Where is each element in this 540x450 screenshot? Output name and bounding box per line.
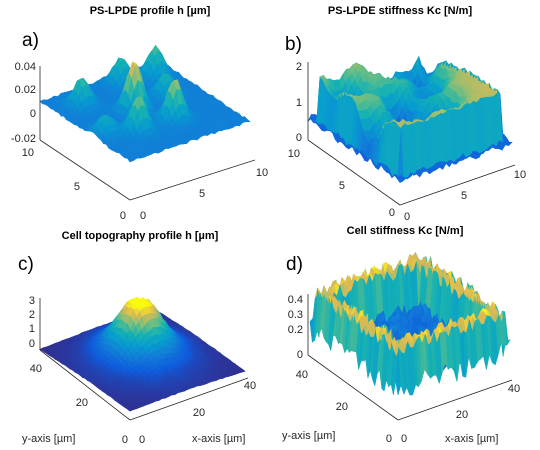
- panel-a-y-tick: 0: [120, 210, 126, 222]
- panel-a-x-tick: 5: [199, 188, 205, 200]
- panel-a-z-tick: 0.04: [15, 61, 36, 73]
- panel-c-x-tick: 40: [244, 380, 256, 392]
- panel-c-z-tick: 1: [29, 323, 35, 335]
- panel-c-y-tick: 0: [122, 434, 128, 446]
- panel-c-surface-cell: [238, 368, 246, 373]
- panel-a-z-tick: 0.02: [15, 84, 36, 96]
- panel-a-letter: a): [22, 30, 39, 51]
- panel-c-y-tick: 20: [76, 397, 88, 409]
- panel-a-x-tick: 10: [256, 167, 268, 179]
- panel-c-y-tick: 40: [30, 363, 42, 375]
- panel-b-surface-cell: [505, 141, 513, 146]
- panel-d-letter: d): [286, 254, 303, 275]
- panel-a-z-tick: -0.02: [11, 133, 36, 145]
- panel-b-title: PS-LPDE stiffness Kc [N/m]: [328, 5, 473, 17]
- panel-b: PS-LPDE stiffness Kc [N/m] b) 2 1 0 10 5…: [285, 5, 526, 223]
- panel-a-z-tick: 0: [30, 108, 36, 120]
- panel-a-y-tick: 10: [22, 147, 34, 159]
- panel-a-surface-cell: [242, 119, 251, 123]
- panel-a-y-axis: [39, 139, 131, 201]
- panel-b-y-tick: 0: [389, 207, 395, 219]
- panel-d-surface: [309, 251, 511, 396]
- panel-c-x-axis: [129, 377, 249, 421]
- panel-a-y-tick: 5: [74, 181, 80, 193]
- panel-b-z-tick: 2: [296, 61, 302, 73]
- panel-c-z-tick: 3: [29, 295, 35, 307]
- panel-b-x-axis: [399, 164, 516, 206]
- panel-d-title: Cell stiffness Kc [N/m]: [347, 225, 464, 237]
- panel-c-y-axis: [39, 349, 131, 421]
- panel-c-z-tick: 2: [29, 309, 35, 321]
- panel-b-x-tick: 10: [514, 169, 526, 181]
- panel-c-x-tick: 20: [193, 407, 205, 419]
- panel-a-x-tick: 0: [140, 210, 146, 222]
- panel-d: Cell stiffness Kc [N/m] d) 0.4 0.3 0.2 0…: [282, 225, 520, 445]
- panel-b-y-axis: [307, 139, 401, 206]
- panel-c: Cell topography profile h [µm] c) 3 2 1 …: [18, 230, 256, 446]
- panel-c-x-tick: 0: [139, 434, 145, 446]
- panel-b-letter: b): [285, 34, 302, 55]
- panel-c-surface: [39, 296, 246, 412]
- panel-c-y-axis-label: y-axis [µm]: [22, 433, 75, 445]
- panel-c-x-axis-label: x-axis [µm]: [192, 433, 245, 445]
- panel-a: PS-LPDE profile h [µm] a) 0.04 0.02 0 -0…: [11, 5, 268, 222]
- panel-c-title: Cell topography profile h [µm]: [62, 230, 219, 242]
- panel-a-surface: [39, 44, 251, 163]
- panel-b-surface: [307, 55, 513, 183]
- panel-a-title: PS-LPDE profile h [µm]: [90, 5, 211, 17]
- panel-b-z-tick: 1: [296, 97, 302, 109]
- panel-b-x-tick: 5: [461, 190, 467, 202]
- panel-c-z-tick: 0: [29, 338, 35, 350]
- panel-b-y-tick: 10: [288, 148, 300, 160]
- panel-b-y-tick: 5: [339, 180, 345, 192]
- panel-b-x-tick: 0: [404, 211, 410, 223]
- panel-c-letter: c): [18, 254, 34, 275]
- panel-b-z-tick: 0: [296, 132, 302, 144]
- panel-a-x-axis: [129, 159, 256, 201]
